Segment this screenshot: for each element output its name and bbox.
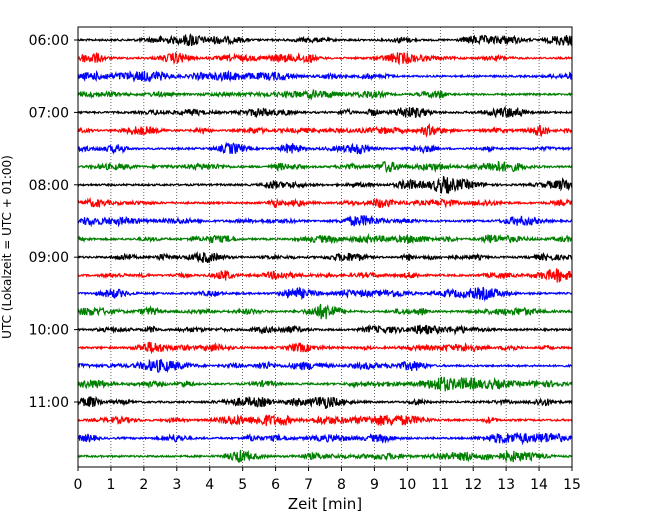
y-tick-label: 08:00 [29, 178, 69, 194]
x-tick-label: 4 [205, 477, 214, 493]
x-tick-label: 3 [172, 477, 181, 493]
x-tick-label: 15 [563, 477, 581, 493]
trace-group [77, 33, 573, 464]
trace-0600 [77, 33, 573, 47]
trace-1115 [77, 413, 573, 427]
x-tick-label: 13 [497, 477, 515, 493]
x-tick-label: 9 [370, 477, 379, 493]
trace-0915 [77, 268, 573, 283]
y-tick-label: 09:00 [29, 250, 69, 266]
trace-1000 [77, 323, 573, 336]
trace-1130 [77, 432, 573, 446]
x-tick-label: 10 [398, 477, 416, 493]
trace-0615 [77, 52, 573, 66]
trace-1045 [77, 376, 573, 392]
x-tick-label: 14 [530, 477, 548, 493]
trace-0815 [77, 196, 573, 209]
trace-0630 [77, 69, 573, 83]
y-tick-label: 06:00 [29, 33, 69, 49]
x-tick-label: 1 [106, 477, 115, 493]
x-tick-label: 2 [139, 477, 148, 493]
x-tick-label: 7 [304, 477, 313, 493]
plot-frame [77, 26, 573, 468]
trace-0830 [77, 214, 573, 228]
x-tick-label: 6 [271, 477, 280, 493]
vertical-grid [110, 27, 540, 467]
x-tick-label: 8 [337, 477, 346, 493]
x-axis-label: Zeit [min] [288, 495, 362, 513]
x-tick-label: 11 [431, 477, 449, 493]
trace-0745 [77, 160, 573, 174]
x-axis: 0 1 2 3 4 5 6 7 8 9 10 11 12 13 14 15 [74, 467, 581, 493]
trace-1100 [77, 396, 573, 410]
x-tick-label: 5 [238, 477, 247, 493]
y-tick-label: 10:00 [29, 323, 69, 339]
trace-0930 [77, 286, 573, 302]
y-axis: 06:00 07:00 08:00 09:00 10:00 11:00 [29, 33, 78, 411]
trace-0845 [77, 232, 573, 245]
y-axis-label: UTC (Lokalzeit = UTC + 01:00) [0, 155, 14, 339]
trace-0715 [77, 122, 573, 138]
x-tick-label: 12 [464, 477, 482, 493]
trace-1030 [77, 358, 573, 374]
plot-background [78, 27, 572, 467]
x-tick-label: 0 [74, 477, 83, 493]
y-tick-label: 11:00 [29, 395, 69, 411]
trace-1145 [77, 449, 573, 464]
y-tick-label: 07:00 [29, 105, 69, 121]
trace-0730 [77, 141, 573, 155]
trace-0945 [77, 303, 573, 320]
trace-0800 [77, 175, 573, 194]
trace-0645 [77, 89, 573, 101]
trace-0900 [77, 251, 573, 264]
trace-0700 [77, 105, 573, 119]
trace-1015 [77, 341, 573, 355]
